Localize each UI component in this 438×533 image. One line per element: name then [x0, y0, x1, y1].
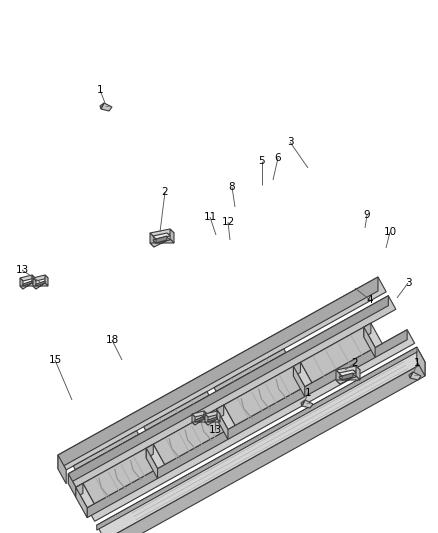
- Polygon shape: [76, 483, 94, 508]
- Text: 9: 9: [363, 210, 370, 220]
- Polygon shape: [194, 417, 204, 422]
- Polygon shape: [155, 236, 166, 243]
- Polygon shape: [409, 372, 420, 380]
- Polygon shape: [76, 483, 83, 497]
- Polygon shape: [170, 229, 173, 243]
- Polygon shape: [150, 239, 173, 247]
- Text: 10: 10: [382, 227, 396, 237]
- Polygon shape: [76, 487, 87, 518]
- Polygon shape: [300, 327, 374, 383]
- Polygon shape: [191, 414, 194, 425]
- Polygon shape: [338, 370, 355, 376]
- Text: 1: 1: [413, 358, 419, 368]
- Polygon shape: [355, 366, 359, 380]
- Text: 13: 13: [15, 265, 28, 275]
- Polygon shape: [293, 362, 300, 376]
- Text: 8: 8: [228, 182, 235, 192]
- Polygon shape: [223, 366, 304, 425]
- Polygon shape: [191, 419, 207, 425]
- Polygon shape: [216, 405, 223, 419]
- Polygon shape: [153, 237, 170, 243]
- Polygon shape: [73, 431, 138, 470]
- Polygon shape: [216, 411, 219, 422]
- Text: 15: 15: [48, 355, 61, 365]
- Polygon shape: [58, 455, 66, 484]
- Polygon shape: [338, 374, 355, 380]
- Polygon shape: [363, 327, 374, 358]
- Polygon shape: [58, 277, 377, 469]
- Polygon shape: [300, 400, 304, 406]
- Polygon shape: [20, 283, 35, 289]
- Polygon shape: [23, 281, 32, 286]
- Polygon shape: [101, 103, 112, 111]
- Polygon shape: [191, 411, 207, 417]
- Polygon shape: [416, 347, 424, 376]
- Polygon shape: [208, 417, 216, 422]
- Polygon shape: [205, 414, 208, 425]
- Text: 2: 2: [351, 358, 357, 368]
- Text: 18: 18: [105, 335, 118, 345]
- Polygon shape: [87, 330, 406, 518]
- Polygon shape: [32, 275, 35, 286]
- Polygon shape: [153, 409, 227, 465]
- Text: 1: 1: [96, 85, 103, 95]
- Polygon shape: [20, 278, 23, 289]
- Polygon shape: [153, 233, 170, 239]
- Polygon shape: [87, 330, 414, 521]
- Polygon shape: [96, 347, 424, 533]
- Polygon shape: [33, 278, 36, 289]
- Text: 6: 6: [274, 153, 281, 163]
- Polygon shape: [36, 281, 45, 286]
- Polygon shape: [216, 409, 227, 439]
- Polygon shape: [105, 362, 424, 533]
- Polygon shape: [293, 366, 304, 397]
- Polygon shape: [146, 448, 157, 479]
- Polygon shape: [363, 323, 370, 337]
- Polygon shape: [68, 296, 395, 487]
- Polygon shape: [205, 419, 219, 425]
- Polygon shape: [58, 277, 385, 470]
- Text: 4: 4: [366, 295, 372, 305]
- Text: 11: 11: [203, 212, 216, 222]
- Polygon shape: [33, 283, 48, 289]
- Polygon shape: [96, 347, 416, 530]
- Text: 3: 3: [286, 137, 293, 147]
- Text: 3: 3: [404, 278, 410, 288]
- Polygon shape: [205, 411, 219, 417]
- Polygon shape: [100, 103, 104, 109]
- Polygon shape: [214, 349, 285, 391]
- Polygon shape: [146, 444, 153, 458]
- Polygon shape: [301, 400, 312, 408]
- Polygon shape: [293, 362, 311, 386]
- Polygon shape: [216, 405, 234, 430]
- Polygon shape: [408, 372, 412, 378]
- Text: 13: 13: [208, 425, 221, 435]
- Polygon shape: [33, 275, 48, 281]
- Polygon shape: [150, 229, 173, 237]
- Text: 12: 12: [221, 217, 234, 227]
- Text: 5: 5: [258, 156, 265, 166]
- Polygon shape: [143, 392, 208, 431]
- Text: 2: 2: [161, 187, 168, 197]
- Polygon shape: [335, 366, 359, 374]
- Polygon shape: [68, 474, 76, 497]
- Text: 1: 1: [304, 388, 311, 398]
- Polygon shape: [45, 275, 48, 286]
- Polygon shape: [20, 275, 35, 281]
- Polygon shape: [146, 444, 164, 469]
- Polygon shape: [335, 370, 339, 384]
- Polygon shape: [363, 323, 381, 348]
- Polygon shape: [335, 376, 359, 384]
- Polygon shape: [68, 296, 388, 484]
- Polygon shape: [150, 233, 154, 247]
- Polygon shape: [204, 411, 207, 422]
- Polygon shape: [83, 448, 157, 504]
- Polygon shape: [341, 373, 352, 380]
